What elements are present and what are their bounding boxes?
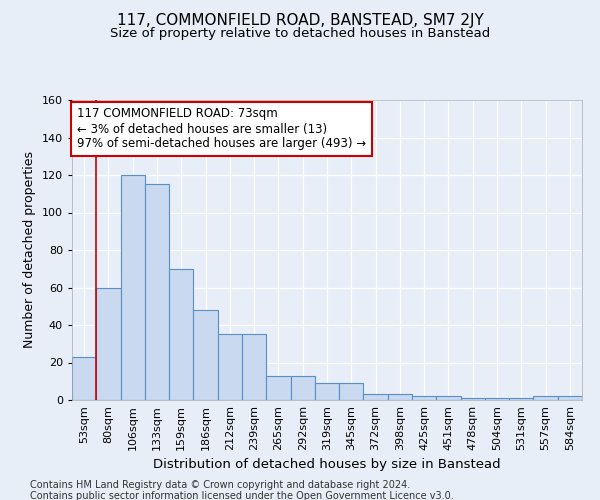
Bar (461, 398, 485, 400)
Bar (121, 175, 145, 400)
Bar (388, 394, 412, 400)
Bar (218, 334, 242, 400)
Bar (72, 357, 96, 400)
Bar (266, 376, 290, 400)
Text: Contains HM Land Registry data © Crown copyright and database right 2024.: Contains HM Land Registry data © Crown c… (30, 480, 410, 490)
Text: Contains public sector information licensed under the Open Government Licence v3: Contains public sector information licen… (30, 491, 454, 500)
Y-axis label: Number of detached properties: Number of detached properties (23, 152, 36, 348)
Bar (533, 396, 558, 400)
Bar (339, 383, 364, 400)
Bar (193, 310, 218, 400)
Bar (558, 396, 582, 400)
Bar (509, 398, 533, 400)
Text: 117, COMMONFIELD ROAD, BANSTEAD, SM7 2JY: 117, COMMONFIELD ROAD, BANSTEAD, SM7 2JY (116, 12, 484, 28)
Bar (145, 184, 169, 400)
Bar (436, 396, 461, 400)
Bar (169, 269, 193, 400)
Bar (412, 396, 436, 400)
Bar (364, 394, 388, 400)
Text: Size of property relative to detached houses in Banstead: Size of property relative to detached ho… (110, 28, 490, 40)
Bar (485, 398, 509, 400)
Bar (96, 288, 121, 400)
Text: 117 COMMONFIELD ROAD: 73sqm
← 3% of detached houses are smaller (13)
97% of semi: 117 COMMONFIELD ROAD: 73sqm ← 3% of deta… (77, 108, 366, 150)
Bar (242, 334, 266, 400)
X-axis label: Distribution of detached houses by size in Banstead: Distribution of detached houses by size … (153, 458, 501, 471)
Bar (315, 383, 339, 400)
Bar (290, 376, 315, 400)
